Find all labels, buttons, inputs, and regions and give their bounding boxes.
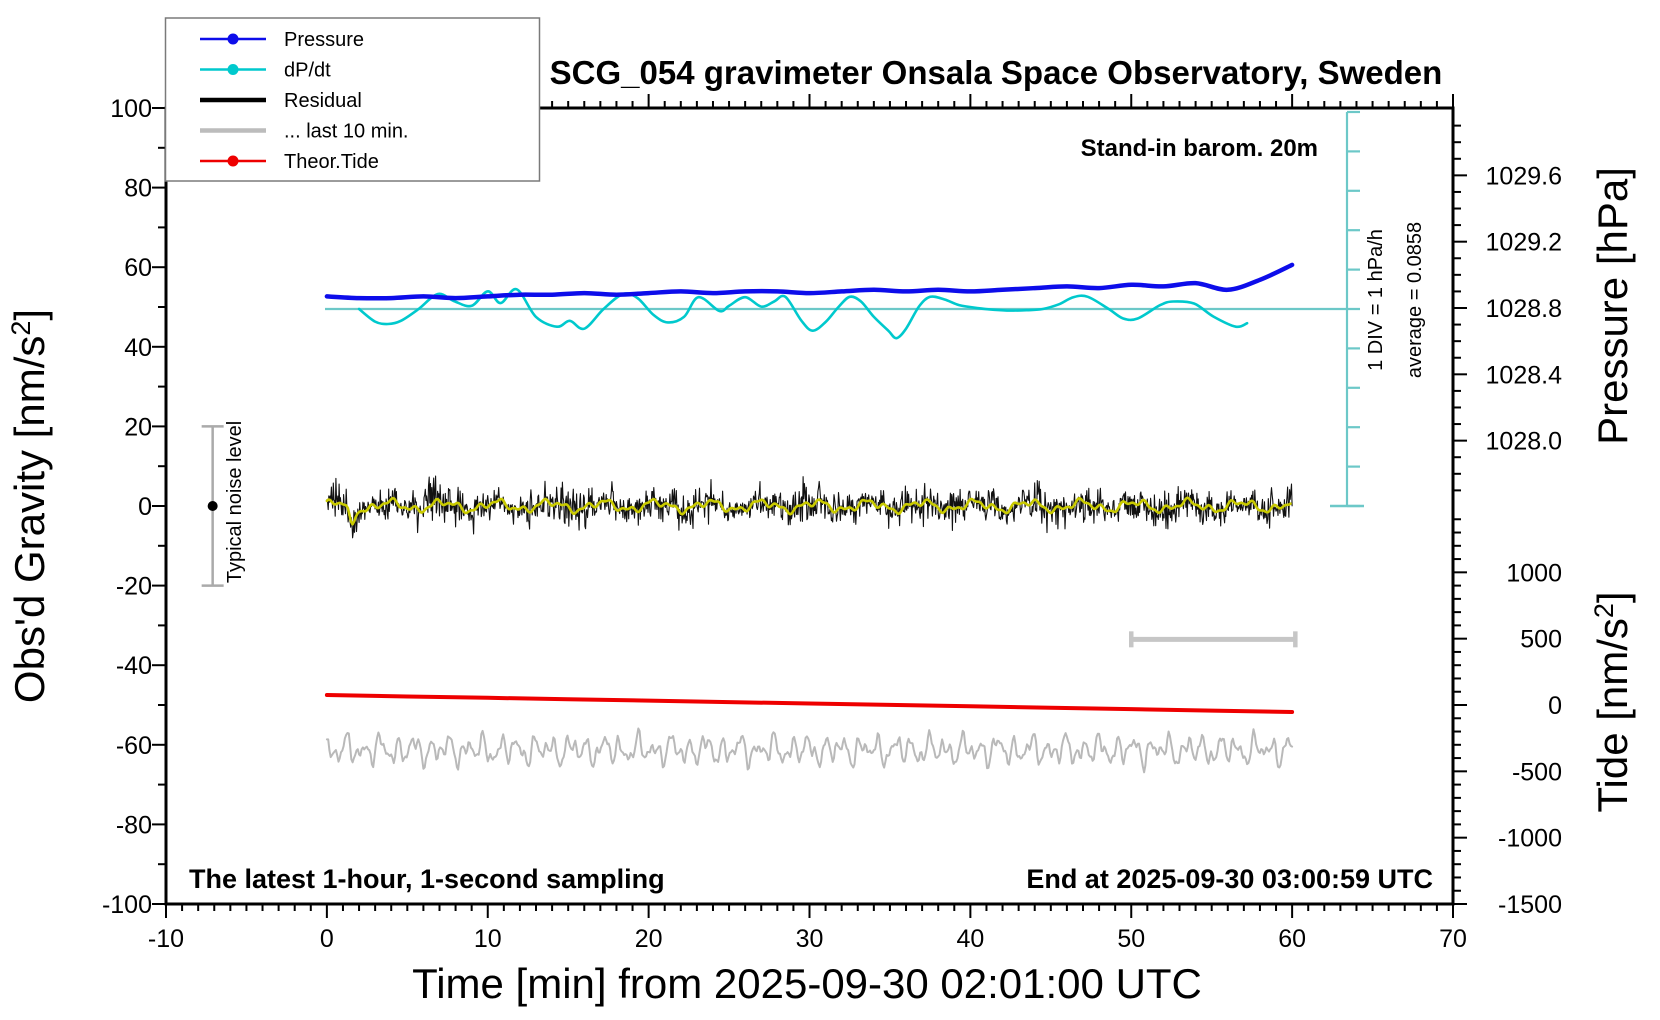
x-tick-label: 60 <box>1278 925 1306 953</box>
pressure-tick-label: 1028.4 <box>1486 361 1563 389</box>
legend-label: ... last 10 min. <box>284 121 409 143</box>
end-time-note: End at 2025-09-30 03:00:59 UTC <box>1026 864 1433 894</box>
gravity-tick-label: 60 <box>124 254 152 282</box>
x-tick-label: 30 <box>796 925 824 953</box>
pressure-tick-label: 1029.2 <box>1486 229 1562 257</box>
legend-item-pressure: Pressure <box>200 29 364 51</box>
chart-markers <box>201 425 1298 648</box>
residual-trace <box>326 475 1293 539</box>
x-axis-title: Time [min] from 2025-09-30 02:01:00 UTC <box>412 960 1202 1007</box>
tide-axis-title-pre: Tide [nm/s <box>1589 618 1636 813</box>
tide-tick-label: -500 <box>1512 758 1562 786</box>
tide-axis-title: Tide [nm/s2] <box>1589 591 1636 812</box>
x-tick-label: -10 <box>148 925 184 953</box>
gravity-tick-label: 20 <box>124 413 152 441</box>
tide-tick-label: 1000 <box>1506 559 1562 587</box>
legend-dot-sample <box>227 155 239 167</box>
gravity-tick-label: 40 <box>124 334 152 362</box>
plot-frame <box>164 106 1455 906</box>
legend-item-dp-dt: dP/dt <box>200 60 331 82</box>
gravity-tick-label: -80 <box>116 811 152 839</box>
legend-item-theor-tide: Theor.Tide <box>200 151 379 173</box>
gravity-axis-title: Obs'd Gravity [nm/s2] <box>6 309 53 703</box>
gravity-tick-label: -100 <box>102 891 152 919</box>
x-tick-label: 10 <box>474 925 502 953</box>
gravity-axis-title-pre: Obs'd Gravity [nm/s <box>6 336 53 703</box>
legend-item-last-10-min: ... last 10 min. <box>200 121 409 143</box>
x-tick-label: 20 <box>635 925 663 953</box>
gravity-tick-label: 100 <box>110 95 152 123</box>
legend-label: Theor.Tide <box>284 151 379 173</box>
legend-item-residual: Residual <box>200 90 362 112</box>
gravity-tick-label: -20 <box>116 573 152 601</box>
gravity-axis-title-sup: 2 <box>6 321 36 336</box>
x-tick-label: 0 <box>320 925 334 953</box>
pressure-axis-title: Pressure [hPa] <box>1589 167 1636 445</box>
x-tick-label: 70 <box>1439 925 1467 953</box>
legend-label: Residual <box>284 90 362 112</box>
dpdt-curve <box>357 287 1249 340</box>
axis-tick-labels: -10 0 10 20 30 40 50 60 70100806040200-20-40-60-… <box>102 95 1562 953</box>
x-tick-label: 50 <box>1117 925 1145 953</box>
tide-tick-label: 500 <box>1520 626 1562 654</box>
tide-tick-label: -1000 <box>1498 825 1562 853</box>
legend: Pressure dP/dt Residual ... last 10 min. The… <box>164 17 541 182</box>
x-tick-label: 40 <box>956 925 984 953</box>
gravity-tick-label: 80 <box>124 175 152 203</box>
div-note: 1 DIV = 1 hPa/h <box>1365 229 1387 371</box>
gravity-axis-title-post: ] <box>6 309 53 321</box>
barom-note: Stand-in barom. 20m <box>1081 135 1318 162</box>
gravity-tick-label: -40 <box>116 652 152 680</box>
dpdt-axis <box>325 110 1364 508</box>
legend-dot-sample <box>227 33 239 45</box>
pressure-tick-label: 1029.6 <box>1486 162 1562 190</box>
noise-bar-dot <box>207 501 218 511</box>
residual-smooth-trace <box>325 496 1292 526</box>
legend-dot-sample <box>227 64 239 75</box>
sampling-note: The latest 1-hour, 1-second sampling <box>189 864 665 894</box>
tide-tick-label: 0 <box>1548 692 1562 720</box>
legend-label: dP/dt <box>284 60 331 82</box>
tide-axis-title-post: ] <box>1589 591 1636 603</box>
gravity-tick-label: 0 <box>138 493 152 521</box>
legend-rows: Pressure dP/dt Residual ... last 10 min. The… <box>200 29 409 173</box>
pressure-tick-label: 1028.0 <box>1486 428 1562 456</box>
theor-tide-line <box>324 693 1295 714</box>
last10-trace <box>325 727 1294 774</box>
noise-level-label: Typical noise level <box>224 421 246 583</box>
average-note: average = 0.0858 <box>1404 222 1426 378</box>
gravity-tick-label: -60 <box>116 732 152 760</box>
tide-axis-title-sup: 2 <box>1589 603 1619 618</box>
pressure-tick-label: 1028.8 <box>1486 295 1562 323</box>
chart-title: SCG_054 gravimeter Onsala Space Observat… <box>550 54 1443 91</box>
tide-tick-label: -1500 <box>1498 891 1562 919</box>
pressure-curve <box>324 262 1295 301</box>
chart-curves <box>324 262 1295 774</box>
legend-label: Pressure <box>284 29 364 51</box>
